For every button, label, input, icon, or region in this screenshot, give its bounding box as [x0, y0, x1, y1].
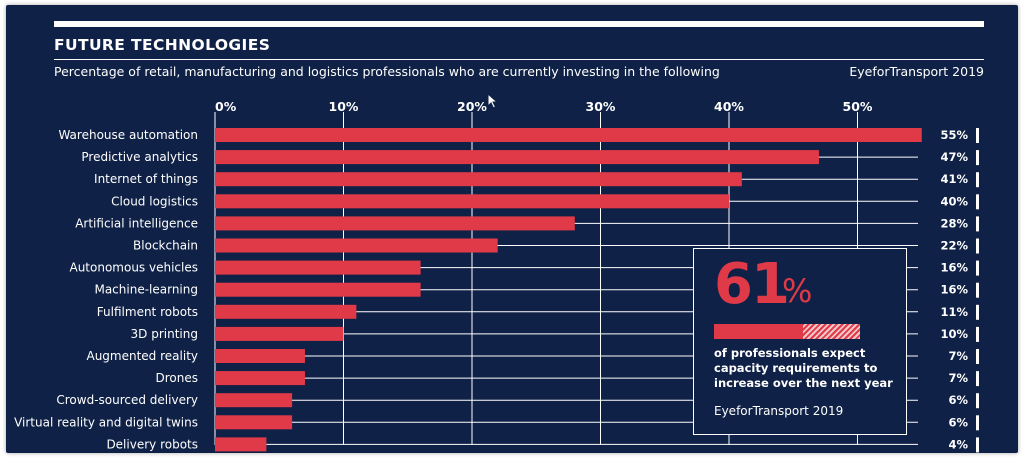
value-label: 7% — [948, 349, 968, 363]
category-label: Fulfilment robots — [97, 305, 198, 319]
category-label: Machine-learning — [94, 283, 198, 297]
value-tick-marker — [976, 282, 979, 298]
x-tick-label: 20% — [457, 99, 487, 114]
capacity-callout-box: 61 % of professionals expect capacity re… — [693, 248, 907, 435]
top-divider — [54, 21, 984, 27]
bar — [215, 326, 344, 341]
bar — [215, 150, 819, 165]
mouse-cursor-icon — [487, 93, 499, 109]
value-label: 22% — [940, 239, 968, 253]
x-tick-label: 30% — [586, 99, 616, 114]
category-label: Cloud logistics — [111, 194, 198, 208]
callout-description: of professionals expect capacity require… — [714, 346, 893, 390]
bar — [215, 371, 305, 386]
x-tick-label: 10% — [329, 99, 359, 114]
value-tick-marker — [976, 150, 979, 166]
category-label: Predictive analytics — [81, 150, 198, 164]
value-label: 11% — [940, 305, 968, 319]
value-tick-marker — [976, 393, 979, 409]
category-label: 3D printing — [131, 327, 198, 341]
value-tick-marker — [976, 326, 979, 342]
chart-subtitle: Percentage of retail, manufacturing and … — [54, 64, 720, 79]
value-label: 6% — [948, 393, 968, 407]
value-tick-marker — [976, 216, 979, 232]
value-label: 4% — [948, 437, 968, 451]
bar — [215, 393, 293, 408]
x-tick-label: 40% — [714, 99, 744, 114]
category-label: Artificial intelligence — [75, 216, 198, 230]
value-tick-marker — [976, 437, 979, 453]
callout-source: EyeforTransport 2019 — [714, 404, 844, 418]
value-label: 7% — [948, 371, 968, 385]
bar — [215, 194, 729, 209]
value-tick-marker — [976, 128, 979, 143]
callout-progress-bar — [714, 324, 860, 339]
bar — [215, 282, 421, 297]
category-label: Crowd-sourced delivery — [56, 393, 198, 407]
bar — [215, 216, 575, 231]
source-label: EyeforTransport 2019 — [849, 64, 984, 79]
category-label: Delivery robots — [106, 437, 198, 451]
callout-percent-sign: % — [782, 272, 813, 310]
bar — [215, 437, 267, 452]
value-label: 40% — [940, 194, 968, 208]
value-label: 6% — [948, 415, 968, 429]
value-tick-marker — [976, 238, 979, 254]
bar — [215, 415, 293, 430]
bar — [215, 260, 421, 275]
value-label: 28% — [940, 216, 968, 230]
category-label: Drones — [156, 371, 199, 385]
category-label: Internet of things — [94, 172, 198, 186]
callout-progress-fill — [714, 324, 804, 339]
bar — [215, 128, 922, 142]
category-label: Warehouse automation — [58, 128, 198, 142]
value-tick-marker — [976, 304, 979, 320]
title-divider — [54, 59, 984, 60]
x-tick-label: 0% — [215, 99, 237, 114]
value-label: 55% — [940, 128, 968, 142]
category-label: Augmented reality — [86, 349, 198, 363]
value-tick-marker — [976, 371, 979, 387]
callout-number: 61 — [714, 252, 790, 317]
category-label: Blockchain — [133, 239, 198, 253]
value-label: 10% — [940, 327, 968, 341]
value-tick-marker — [976, 172, 979, 188]
value-tick-marker — [976, 415, 979, 431]
bar — [215, 238, 498, 253]
value-label: 16% — [940, 283, 968, 297]
bar — [215, 304, 357, 319]
category-label: Autonomous vehicles — [69, 261, 198, 275]
value-tick-marker — [976, 194, 979, 210]
bar — [215, 349, 305, 363]
value-tick-marker — [976, 349, 979, 364]
chart-title: FUTURE TECHNOLOGIES — [54, 36, 271, 54]
x-tick-label: 50% — [843, 99, 873, 114]
value-label: 16% — [940, 261, 968, 275]
value-label: 41% — [940, 172, 968, 186]
value-label: 47% — [940, 150, 968, 164]
value-tick-marker — [976, 260, 979, 276]
category-label: Virtual reality and digital twins — [14, 415, 198, 429]
bar — [215, 172, 742, 187]
